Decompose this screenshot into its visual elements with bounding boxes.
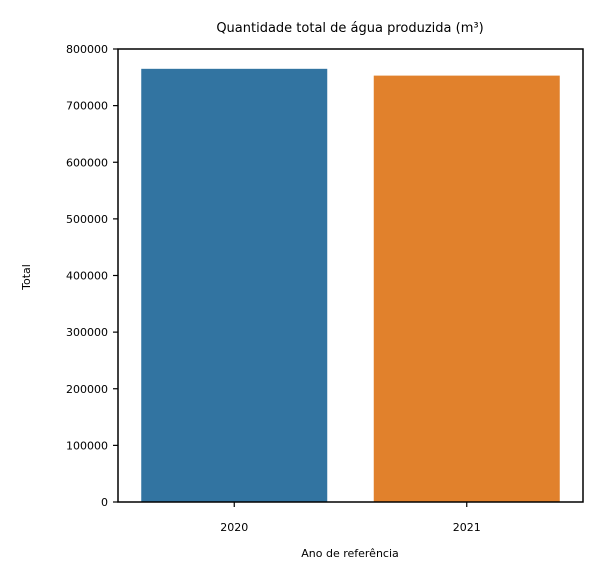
plot-frame bbox=[117, 48, 584, 503]
y-tick-label: 500000 bbox=[66, 213, 108, 226]
bar-2021 bbox=[373, 75, 560, 503]
y-tick-label: 400000 bbox=[66, 270, 108, 283]
chart-title: Quantidade total de água produzida (m³) bbox=[216, 21, 483, 36]
y-tick-label: 700000 bbox=[66, 100, 108, 113]
y-tick-label: 600000 bbox=[66, 156, 108, 169]
x-axis-label: Ano de referência bbox=[301, 547, 399, 560]
y-tick-label: 300000 bbox=[66, 326, 108, 339]
y-tick-label: 200000 bbox=[66, 383, 108, 396]
bar-2020 bbox=[141, 68, 328, 502]
bars-layer bbox=[141, 68, 560, 503]
y-axis-ticks: 0 100000 200000 300000 400000 500000 600000 700… bbox=[66, 43, 118, 509]
y-axis-label: Total bbox=[20, 264, 33, 291]
x-tick-label: 2020 bbox=[220, 521, 248, 534]
y-tick-label: 100000 bbox=[66, 439, 108, 452]
x-tick-label: 2021 bbox=[453, 521, 481, 534]
y-tick-label: 800000 bbox=[66, 43, 108, 56]
x-axis-ticks: 2020 2021 bbox=[220, 502, 481, 534]
y-tick-label: 0 bbox=[101, 496, 108, 509]
